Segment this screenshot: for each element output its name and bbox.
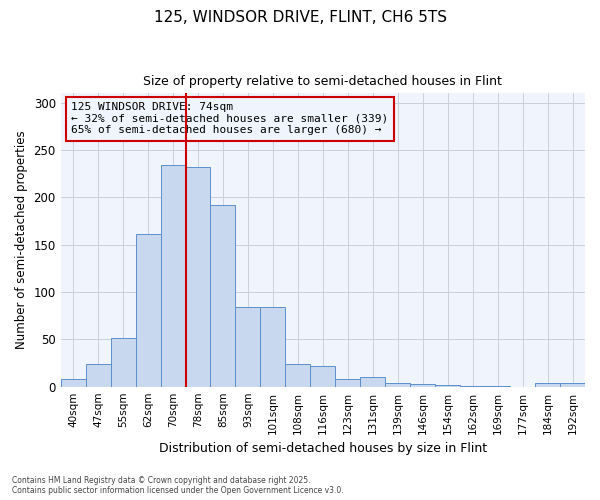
Bar [310,366,335,386]
Text: 125, WINDSOR DRIVE, FLINT, CH6 5TS: 125, WINDSOR DRIVE, FLINT, CH6 5TS [154,10,446,25]
Bar [235,307,260,386]
Bar [335,379,360,386]
Bar [61,379,86,386]
Bar [110,338,136,386]
Text: 125 WINDSOR DRIVE: 74sqm
← 32% of semi-detached houses are smaller (339)
65% of : 125 WINDSOR DRIVE: 74sqm ← 32% of semi-d… [71,102,388,136]
Bar [86,364,110,386]
Bar [435,385,460,386]
Bar [185,167,211,386]
Bar [385,383,410,386]
Bar [161,166,185,386]
Bar [360,377,385,386]
Bar [211,205,235,386]
Bar [410,384,435,386]
X-axis label: Distribution of semi-detached houses by size in Flint: Distribution of semi-detached houses by … [159,442,487,455]
Bar [136,234,161,386]
Bar [535,383,560,386]
Bar [560,383,585,386]
Title: Size of property relative to semi-detached houses in Flint: Size of property relative to semi-detach… [143,75,502,88]
Y-axis label: Number of semi-detached properties: Number of semi-detached properties [15,130,28,350]
Bar [260,307,286,386]
Text: Contains HM Land Registry data © Crown copyright and database right 2025.
Contai: Contains HM Land Registry data © Crown c… [12,476,344,495]
Bar [286,364,310,386]
